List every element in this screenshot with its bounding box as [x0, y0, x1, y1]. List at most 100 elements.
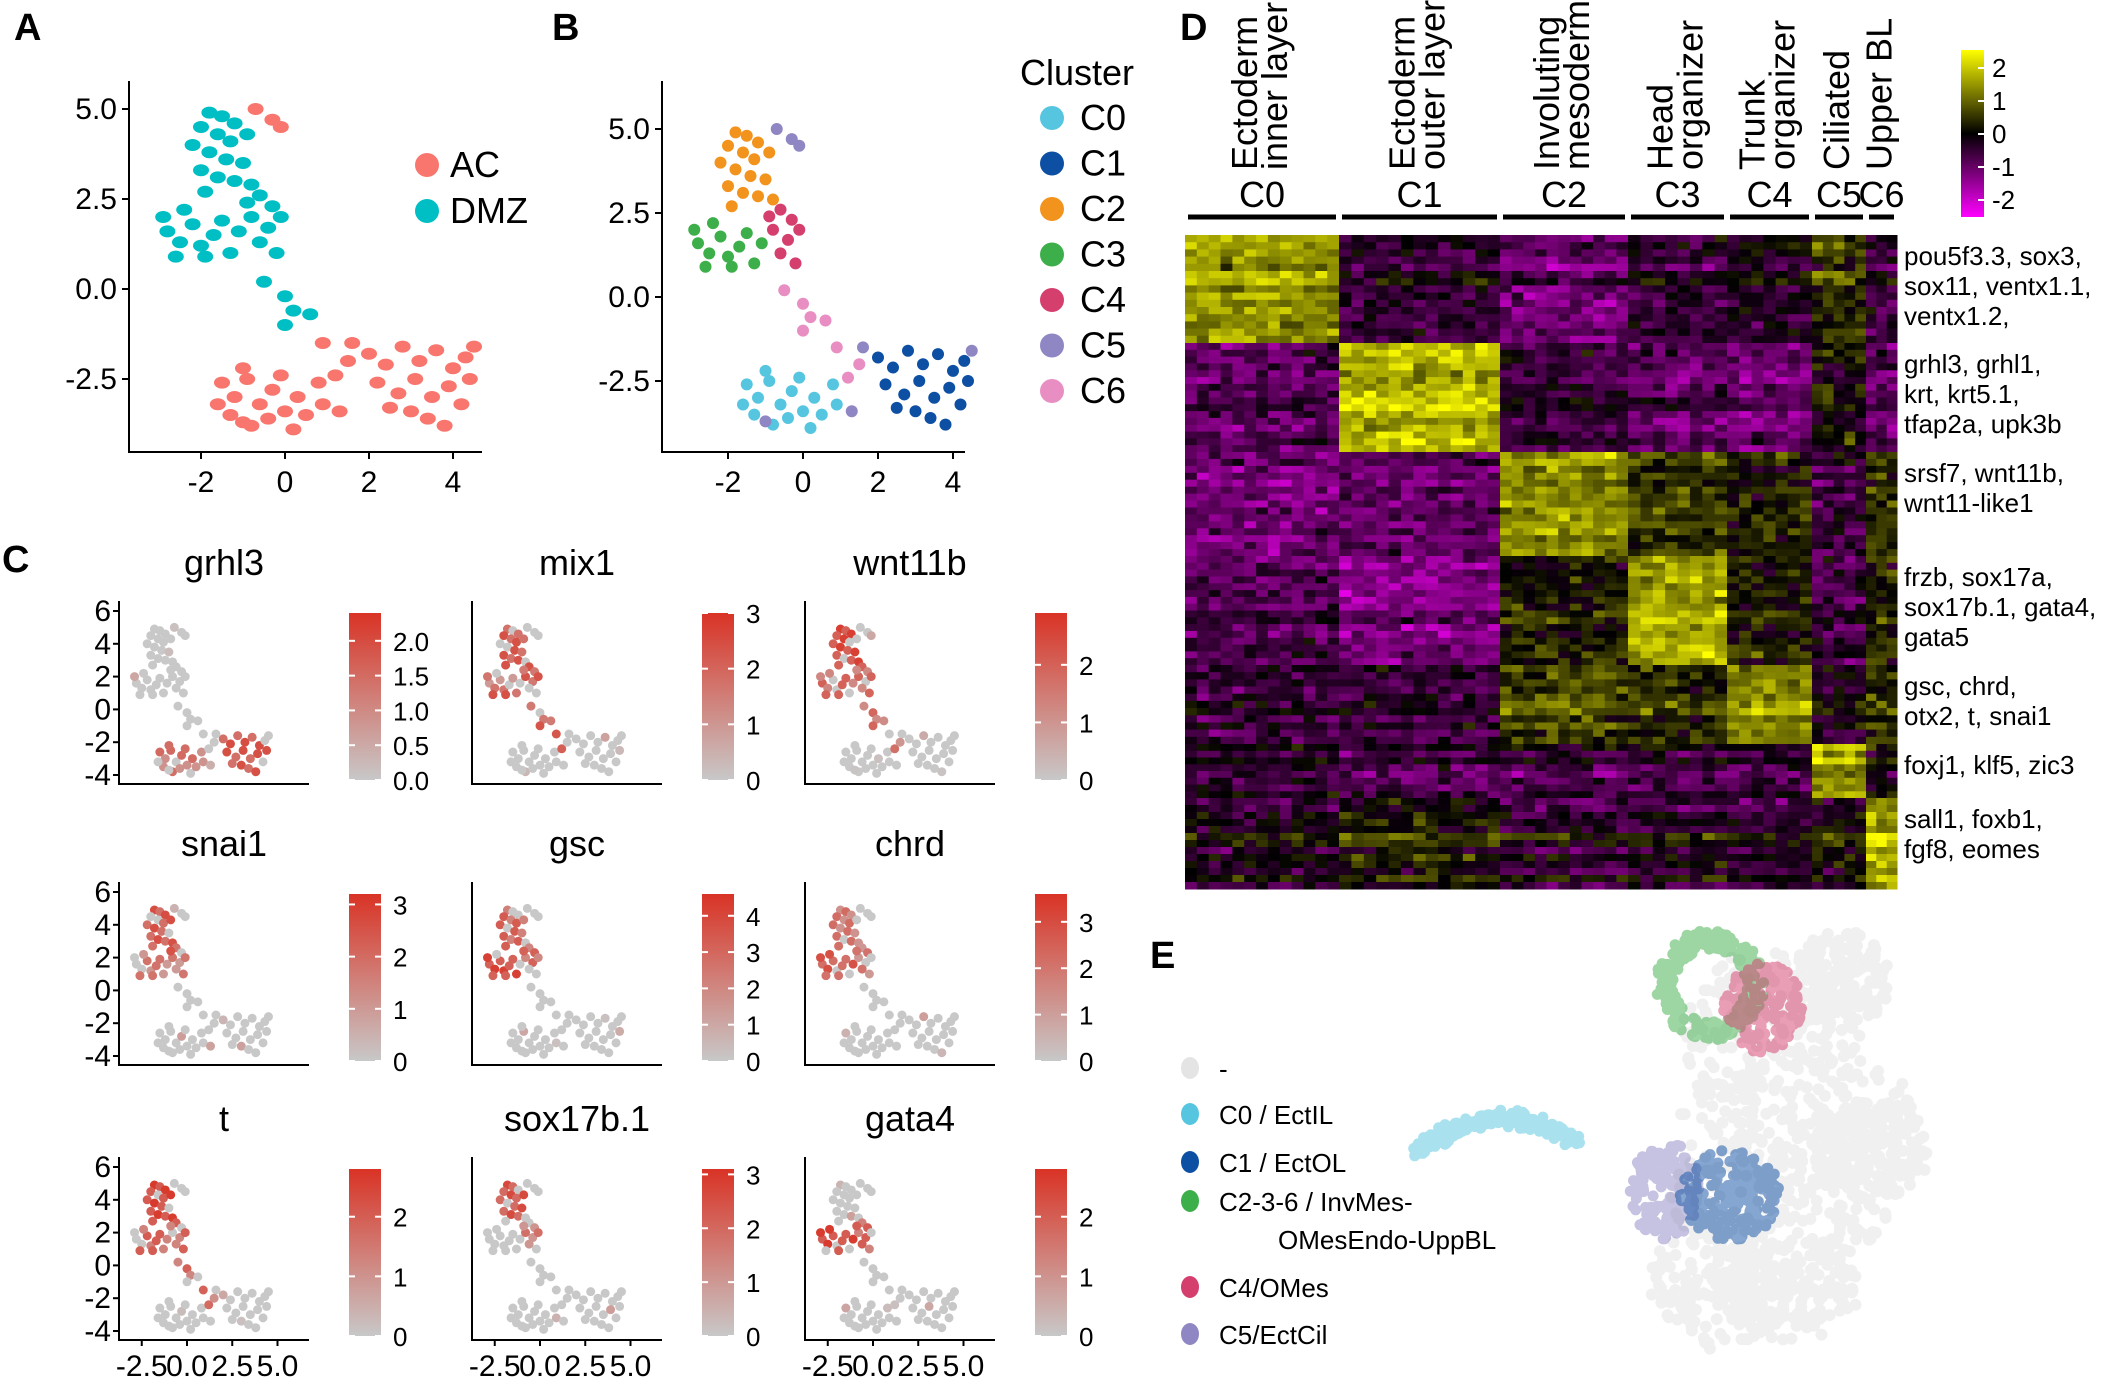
- data-point: [835, 1198, 845, 1208]
- data-point: [863, 1306, 873, 1316]
- heatmap-cell: [1689, 528, 1703, 536]
- heatmap-cell: [1438, 535, 1451, 543]
- heatmap-cell: [1739, 242, 1752, 250]
- data-point: [155, 211, 172, 223]
- heatmap-cell: [1787, 328, 1801, 337]
- heatmap-cell: [1833, 576, 1845, 584]
- heatmap-cell: [1616, 500, 1629, 508]
- data-point: [164, 647, 174, 657]
- heatmap-cell: [1351, 363, 1365, 371]
- heatmap-cell: [1351, 590, 1365, 598]
- heatmap-cell: [1558, 549, 1571, 557]
- heatmap-cell: [1628, 665, 1641, 673]
- heatmap-cell: [1604, 644, 1617, 652]
- heatmap-cell: [1652, 452, 1666, 460]
- heatmap-cell: [1462, 569, 1476, 577]
- heatmap-cell: [1546, 271, 1559, 279]
- heatmap-cell: [1425, 535, 1439, 543]
- heatmap-cell: [1523, 576, 1536, 584]
- y-tick-label: 5.0: [75, 93, 117, 126]
- data-point: [191, 1043, 201, 1053]
- heatmap-cell: [1400, 321, 1414, 330]
- heatmap-cell: [1775, 321, 1789, 330]
- heatmap-cell: [1220, 424, 1233, 433]
- data-point: [263, 1287, 273, 1297]
- heatmap-cell: [1616, 424, 1629, 433]
- heatmap-cell: [1812, 493, 1824, 501]
- data-point: [209, 1293, 219, 1303]
- heatmap-cell: [1652, 658, 1666, 666]
- heatmap-cell: [1665, 514, 1678, 522]
- heatmap-cell: [1534, 569, 1547, 577]
- heatmap-cell: [1581, 479, 1594, 488]
- heatmap-cell: [1763, 465, 1776, 474]
- heatmap-cell: [1523, 465, 1536, 474]
- heatmap-cell: [1833, 278, 1845, 286]
- heatmap-cell: [1616, 528, 1629, 536]
- heatmap-cell: [1689, 383, 1703, 392]
- heatmap-cell: [1558, 249, 1571, 258]
- colorbar-tick-label: 0: [746, 1322, 760, 1352]
- heatmap-cell: [1763, 542, 1776, 550]
- heatmap-cell: [1581, 235, 1594, 243]
- heatmap-cell: [1291, 651, 1304, 659]
- heatmap-cell: [1327, 307, 1340, 315]
- heatmap-cell: [1593, 458, 1606, 467]
- heatmap-cell: [1279, 521, 1293, 529]
- heatmap-cell: [1327, 610, 1340, 618]
- heatmap-cell: [1855, 610, 1867, 618]
- heatmap-cell: [1256, 363, 1269, 371]
- heatmap-cell: [1714, 549, 1728, 557]
- heatmap-cell: [1640, 500, 1654, 508]
- heatmap-cell: [1689, 637, 1703, 646]
- heatmap-cell: [1244, 658, 1257, 666]
- heatmap-cell: [1677, 651, 1691, 659]
- heatmap-cell: [1558, 377, 1571, 385]
- heatmap-cell: [1487, 458, 1501, 467]
- heatmap-cell: [1413, 637, 1427, 646]
- heatmap-cell: [1833, 472, 1845, 481]
- heatmap-cell: [1244, 271, 1257, 279]
- heatmap-cell: [1593, 603, 1606, 611]
- heatmap-cell: [1376, 624, 1390, 632]
- heatmap-cell: [1739, 630, 1752, 639]
- heatmap-cell: [1812, 249, 1824, 258]
- heatmap-cell: [1523, 390, 1536, 398]
- heatmap-cell: [1763, 377, 1776, 385]
- heatmap-cell: [1714, 658, 1728, 666]
- heatmap-cell: [1534, 514, 1547, 522]
- heatmap-cell: [1628, 343, 1641, 351]
- heatmap-cell: [1220, 445, 1233, 453]
- heatmap-cell: [1500, 404, 1513, 412]
- heatmap-cell: [1640, 644, 1654, 652]
- heatmap-cell: [1546, 377, 1559, 385]
- heatmap-cell: [1787, 343, 1801, 351]
- colorbar-tick-label: 0.5: [393, 731, 429, 761]
- heatmap-cell: [1339, 644, 1352, 652]
- heatmap-cell: [1400, 417, 1414, 426]
- heatmap-cell: [1558, 397, 1571, 405]
- heatmap-cell: [1500, 431, 1513, 439]
- data-point: [816, 1228, 826, 1238]
- data-point: [930, 1044, 940, 1054]
- heatmap-cell: [1534, 658, 1547, 666]
- heatmap-cell: [1450, 637, 1464, 646]
- heatmap-cell: [1799, 292, 1813, 301]
- heatmap-cell: [1677, 576, 1691, 584]
- heatmap-cell: [1438, 624, 1451, 632]
- heatmap-cell: [1727, 235, 1740, 243]
- heatmap-cell: [1677, 542, 1691, 550]
- heatmap-cell: [1339, 617, 1352, 625]
- heatmap-cell: [1822, 596, 1835, 605]
- heatmap-cell: [1677, 256, 1691, 265]
- heatmap-cell: [1376, 542, 1390, 550]
- heatmap-cell: [1702, 343, 1716, 351]
- data-point: [846, 1310, 856, 1320]
- heatmap-cell: [1689, 610, 1703, 618]
- heatmap-cell: [1534, 438, 1547, 446]
- heatmap-cell: [1727, 500, 1740, 508]
- heatmap-cell: [1523, 370, 1536, 378]
- heatmap-cell: [1425, 562, 1439, 571]
- heatmap-cell: [1256, 556, 1269, 564]
- data-point: [850, 928, 860, 938]
